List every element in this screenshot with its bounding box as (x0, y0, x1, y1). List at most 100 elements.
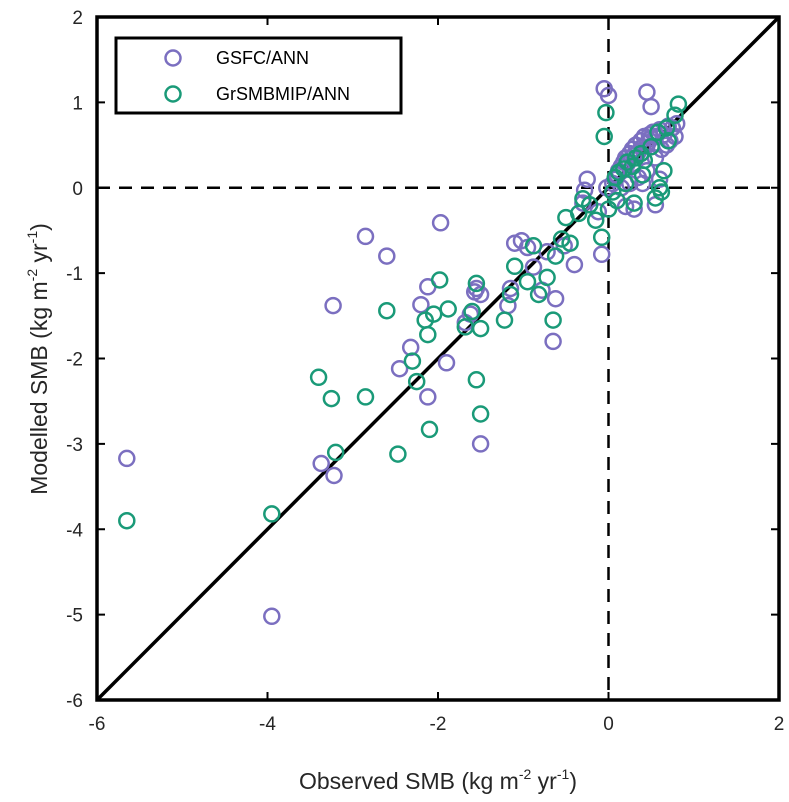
y-tick-label: -5 (66, 606, 83, 627)
data-point (439, 300, 457, 318)
data-point (544, 332, 562, 351)
data-point (505, 257, 524, 276)
data-point (467, 371, 486, 389)
data-point (642, 138, 660, 156)
x-axis-label: Observed SMB (kg m-2 yr-1) (299, 766, 577, 794)
data-point (669, 95, 688, 113)
data-point (546, 247, 565, 265)
data-point (403, 352, 422, 370)
data-point (437, 354, 456, 372)
axes: -6 -4 -2 0 2 -6 -5 -4 -3 -2 -1 0 1 2 (66, 8, 784, 735)
data-point (599, 86, 618, 105)
y-tick-label: 1 (72, 93, 83, 114)
data-point (552, 230, 571, 248)
data-point (642, 97, 660, 116)
data-point (659, 132, 677, 150)
data-point (430, 271, 449, 289)
data-point (646, 189, 665, 207)
data-point (633, 166, 652, 184)
data-point (657, 119, 676, 137)
data-point (467, 274, 486, 293)
legend-marker (164, 49, 182, 67)
legend-label: GSFC/ANN (216, 48, 309, 68)
x-tick-label: -6 (89, 714, 106, 735)
data-point (312, 454, 330, 473)
data-point (412, 295, 430, 314)
data-point (524, 237, 543, 255)
data-point (322, 389, 341, 408)
data-point (501, 285, 520, 304)
data-point (419, 325, 437, 344)
data-point (263, 607, 281, 626)
data-point (390, 359, 409, 378)
data-point (580, 196, 599, 214)
data-point (118, 449, 136, 468)
data-point (431, 214, 450, 232)
x-tick-label: 0 (603, 714, 614, 735)
y-tick-label: 0 (72, 179, 83, 200)
y-tick-label: 2 (72, 8, 83, 29)
data-point (578, 170, 596, 188)
data-point (638, 83, 656, 101)
legend: GSFC/ANN GrSMBMIP/ANN (114, 36, 403, 115)
data-point (356, 388, 375, 406)
data-point (378, 301, 396, 320)
data-point (324, 296, 342, 315)
data-point (655, 161, 673, 180)
data-point (592, 228, 611, 247)
data-point (378, 247, 396, 265)
x-tick-label: -4 (259, 714, 276, 735)
data-point (389, 445, 407, 463)
data-point (420, 420, 439, 439)
data-point (326, 443, 345, 462)
data-point (650, 170, 669, 188)
data-point (118, 511, 136, 530)
one-to-one-line (95, 15, 781, 702)
data-point (667, 114, 686, 133)
data-point (618, 153, 637, 171)
data-point (546, 289, 565, 308)
data-point (608, 191, 626, 210)
data-point (518, 272, 537, 291)
data-point (625, 200, 643, 218)
plot-area (95, 15, 781, 702)
data-point (597, 103, 615, 122)
data-point (495, 311, 514, 329)
y-tick-label: -4 (66, 520, 83, 541)
data-point (471, 435, 490, 453)
series-1 (118, 79, 686, 626)
data-point (616, 174, 635, 193)
data-point (407, 372, 426, 391)
data-point (586, 211, 605, 229)
data-point (471, 405, 490, 423)
data-point (627, 149, 645, 167)
data-point (463, 302, 481, 321)
series-2 (118, 95, 688, 530)
legend-box (114, 36, 403, 115)
y-tick-label: -6 (66, 691, 83, 712)
data-point (595, 127, 613, 146)
data-point (649, 123, 667, 142)
y-tick-label: -3 (66, 435, 83, 456)
data-point (263, 505, 281, 523)
data-point (625, 194, 643, 212)
data-point (309, 368, 328, 387)
data-point (538, 268, 556, 287)
data-point (419, 388, 437, 406)
data-point (592, 245, 611, 264)
y-tick-label: -1 (66, 264, 83, 285)
data-point (544, 311, 562, 329)
data-point (501, 279, 520, 298)
legend-marker (164, 85, 182, 103)
data-point (325, 466, 343, 485)
data-point (524, 258, 543, 276)
x-tick-label: -2 (430, 714, 447, 735)
data-point (561, 234, 579, 252)
data-point (471, 319, 490, 338)
data-point (529, 285, 548, 304)
data-point (471, 285, 490, 304)
data-point (652, 183, 671, 201)
data-point (666, 106, 684, 124)
y-axis-label: Modelled SMB (kg m-2 yr-1) (24, 223, 52, 495)
legend-label: GrSMBMIP/ANN (216, 84, 350, 104)
